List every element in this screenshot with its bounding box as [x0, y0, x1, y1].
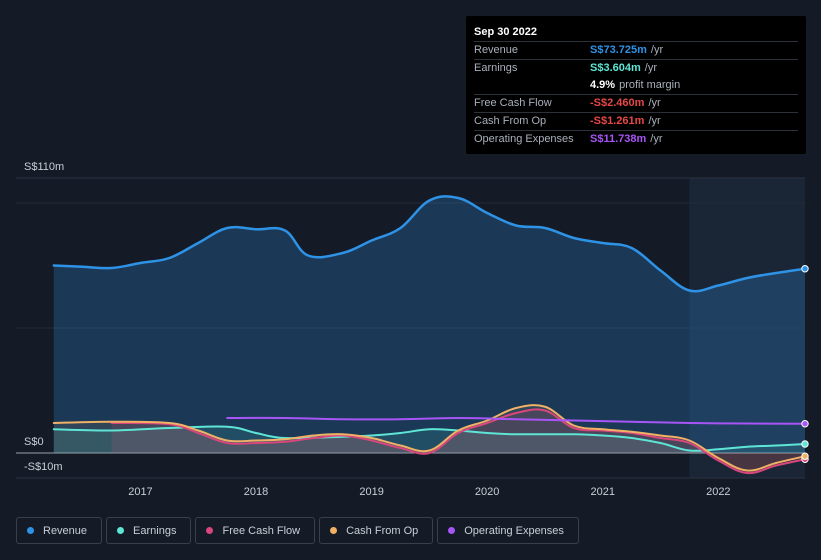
x-tick-2019: 2019	[359, 486, 383, 498]
earnings-endpoint	[801, 440, 809, 448]
cash-from-op-endpoint	[801, 452, 809, 460]
legend-item-earnings[interactable]: Earnings	[106, 517, 192, 544]
tooltip-row-value: -S$1.261m	[590, 115, 645, 127]
series-endpoints	[801, 265, 809, 463]
data-tooltip: Sep 30 2022 Revenue S$73.725m/yr Earnings S…	[466, 16, 806, 154]
tooltip-date: Sep 30 2022	[474, 26, 537, 38]
tooltip-row-unit: /yr	[650, 44, 664, 56]
revenue-line	[52, 195, 807, 293]
earnings-area	[53, 426, 805, 453]
legend-dot-icon	[330, 527, 338, 534]
tooltip-row-value: 4.9%	[590, 79, 616, 91]
tooltip-row-value: S$73.725m	[590, 44, 647, 56]
x-tick-2018: 2018	[244, 486, 268, 498]
x-tick-2021: 2021	[591, 486, 615, 498]
tooltip-row: Revenue S$73.725m/yr	[474, 41, 798, 59]
legend-label: Earnings	[133, 524, 177, 537]
x-tick-2020: 2020	[475, 486, 499, 498]
legend-dot-icon	[27, 527, 34, 534]
tooltip-row-unit: /yr	[648, 115, 661, 127]
y-label-bottom: -S$10m	[24, 461, 63, 473]
tooltip-row-unit: /yr	[648, 97, 661, 109]
legend-dot-icon	[117, 527, 125, 534]
tooltip-row-unit: profit margin	[619, 79, 681, 91]
tooltip-row-value: -S$2.460m	[590, 97, 645, 109]
tooltip-rows: Revenue S$73.725m/yr Earnings S$3.604m/yr 4.…	[474, 41, 798, 148]
chart-legend: Revenue Earnings Free Cash Flow Cash From O…	[16, 517, 579, 546]
legend-item-operating-expenses[interactable]: Operating Expenses	[437, 517, 579, 544]
tooltip-row-value: S$3.604m	[590, 62, 641, 74]
legend-label: Cash From Op	[346, 524, 419, 537]
legend-item-free-cash-flow[interactable]: Free Cash Flow	[195, 517, 316, 544]
tooltip-row: Earnings S$3.604m/yr	[474, 59, 798, 77]
x-tick-2017: 2017	[128, 486, 152, 498]
legend-label: Operating Expenses	[464, 524, 564, 537]
revenue-endpoint	[801, 265, 809, 273]
tooltip-row: Cash From Op -S$1.261m/yr	[474, 112, 798, 130]
tooltip-row: Free Cash Flow -S$2.460m/yr	[474, 94, 798, 112]
legend-label: Revenue	[43, 524, 88, 537]
legend-item-revenue[interactable]: Revenue	[16, 517, 103, 544]
legend-dot-icon	[206, 527, 214, 534]
tooltip-row-value: S$11.738m	[590, 133, 647, 145]
legend-label: Free Cash Flow	[222, 524, 301, 537]
tooltip-row-unit: /yr	[650, 133, 663, 145]
tooltip-row-label: Revenue	[474, 44, 519, 56]
series-lines	[52, 195, 807, 475]
legend-dot-icon	[448, 527, 456, 534]
operating-expenses-line	[226, 416, 806, 425]
tooltip-row-label: Operating Expenses	[474, 133, 574, 145]
tooltip-row-label: Earnings	[474, 62, 518, 74]
tooltip-row-label	[474, 77, 590, 94]
tooltip-row-label: Cash From Op	[474, 115, 547, 127]
tooltip-row: 4.9% profit margin	[474, 77, 798, 94]
tooltip-row: Operating Expenses S$11.738m/yr	[474, 130, 798, 148]
y-label-zero: S$0	[24, 436, 44, 448]
y-label-top: S$110m	[24, 161, 64, 173]
cash-from-op-line	[52, 404, 806, 472]
tooltip-row-label: Free Cash Flow	[474, 97, 552, 109]
x-tick-2022: 2022	[706, 486, 730, 498]
revenue-area	[53, 196, 805, 454]
x-axis-ticks: 2017 2018 2019 2020 2021 2022	[128, 486, 730, 498]
free-cash-flow-area	[111, 409, 806, 474]
tooltip-row-unit: /yr	[644, 62, 657, 74]
gridlines	[16, 177, 805, 479]
legend-item-cash-from-op[interactable]: Cash From Op	[319, 517, 434, 544]
operating-expenses-endpoint	[801, 420, 809, 428]
free-cash-flow-line	[110, 408, 806, 475]
